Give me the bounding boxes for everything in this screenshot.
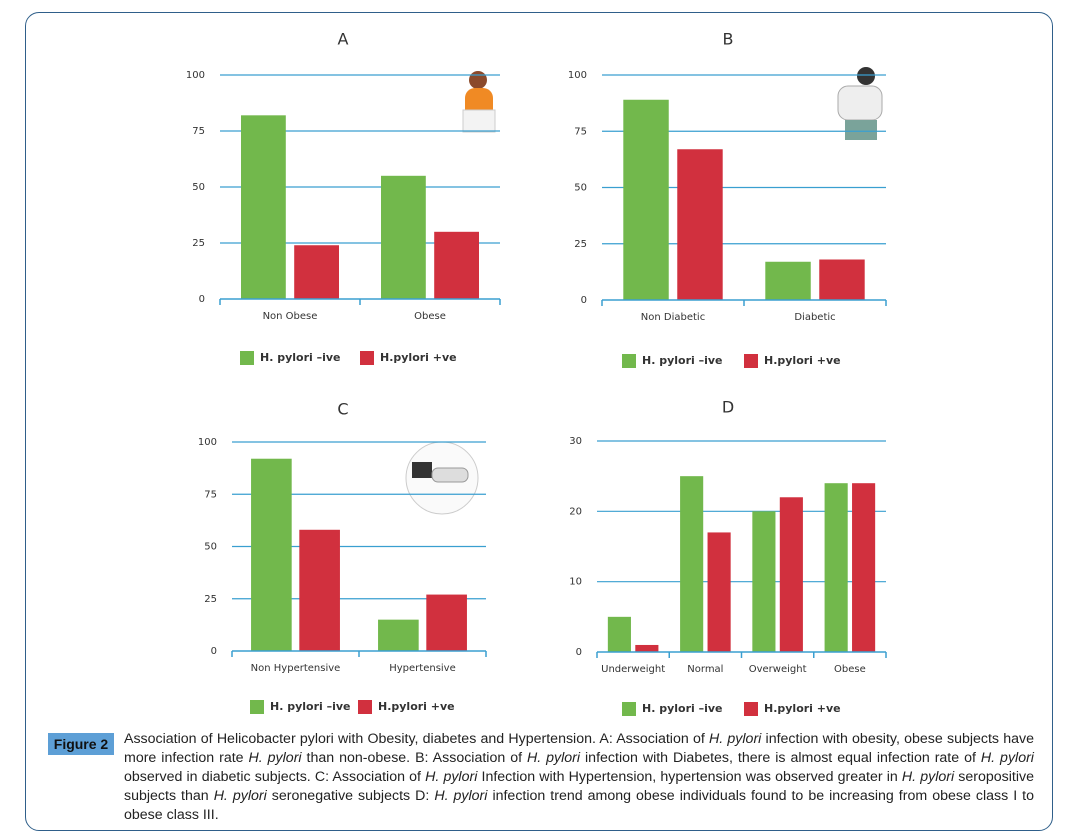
y-tick-label: 100: [186, 70, 205, 81]
caption-run: seropositive subjects than: [124, 769, 1034, 804]
icon-b: [837, 67, 883, 140]
y-tick-label: 25: [192, 238, 205, 249]
y-tick-label: 0: [211, 646, 217, 657]
caption-label: Figure 2: [48, 733, 114, 755]
chart-title: A: [338, 30, 349, 49]
caption-run: H. pylori: [709, 731, 762, 747]
caption-run: than non-obese. B: Association of: [301, 750, 527, 766]
legend-label: H. pylori –ive: [642, 702, 723, 715]
chart-title: C: [337, 400, 348, 419]
legend-swatch: [250, 700, 264, 714]
legend-swatch: [744, 354, 758, 368]
chart-title: B: [723, 30, 734, 49]
bar: [434, 231, 479, 299]
x-tick-label: Overweight: [749, 664, 807, 675]
bar: [765, 261, 811, 300]
y-tick-label: 20: [569, 506, 582, 517]
y-tick-label: 25: [574, 239, 587, 250]
legend-label: H. pylori –ive: [270, 700, 351, 713]
bar: [677, 149, 723, 300]
x-tick-label: Obese: [834, 664, 866, 675]
caption-run: infection trend among obese individuals …: [124, 788, 1034, 823]
y-tick-label: 100: [198, 437, 217, 448]
bar: [251, 458, 292, 651]
y-tick-label: 10: [569, 577, 582, 588]
caption-text: Association of Helicobacter pylori with …: [124, 730, 1034, 825]
caption-run: observed in diabetic subjects. C: Associ…: [124, 769, 426, 785]
bar: [680, 476, 704, 652]
y-tick-label: 100: [568, 70, 587, 81]
bar: [635, 644, 659, 652]
legend-swatch: [240, 351, 254, 365]
bar: [241, 115, 286, 299]
y-tick-label: 30: [569, 436, 582, 447]
caption-run: Association of Helicobacter pylori with …: [124, 731, 710, 747]
icon-c: [405, 441, 479, 515]
y-tick-label: 50: [192, 182, 205, 193]
y-tick-label: 0: [581, 295, 587, 306]
bar: [607, 616, 631, 652]
y-tick-label: 50: [574, 183, 587, 194]
bar: [707, 532, 731, 652]
bar: [294, 245, 339, 299]
y-tick-label: 75: [574, 126, 587, 137]
caption-run: H. pylori: [527, 750, 581, 766]
legend-swatch: [622, 354, 636, 368]
bar: [426, 594, 467, 651]
bar: [752, 511, 776, 652]
caption-run: H. pylori: [980, 750, 1034, 766]
legend-label: H. pylori –ive: [642, 354, 723, 367]
bar: [381, 175, 426, 299]
x-tick-label: Normal: [687, 664, 723, 675]
y-tick-label: 0: [199, 294, 205, 305]
y-tick-label: 50: [204, 542, 217, 553]
bar: [824, 483, 848, 652]
x-tick-label: Underweight: [601, 664, 665, 675]
legend-label: H. pylori –ive: [260, 351, 341, 364]
y-tick-label: 0: [576, 647, 582, 658]
caption-run: H. pylori: [901, 769, 955, 785]
legend-swatch: [622, 702, 636, 716]
caption-run: H. pylori: [248, 750, 302, 766]
x-tick-label: Non Diabetic: [641, 312, 705, 323]
legend-swatch: [744, 702, 758, 716]
x-tick-label: Non Obese: [263, 311, 318, 322]
y-tick-label: 75: [192, 126, 205, 137]
caption-run: seronegative subjects D:: [266, 788, 435, 804]
legend-label: H.pylori +ve: [764, 354, 841, 367]
caption-run: H. pylori: [213, 788, 267, 804]
x-tick-label: Non Hypertensive: [251, 663, 341, 674]
y-tick-label: 75: [204, 489, 217, 500]
caption-run: H. pylori: [425, 769, 478, 785]
legend-label: H.pylori +ve: [378, 700, 455, 713]
caption-run: Infection with Hypertension, hypertensio…: [477, 769, 902, 785]
legend-label: H.pylori +ve: [380, 351, 457, 364]
caption-run: infection with Diabetes, there is almost…: [580, 750, 981, 766]
bar: [819, 259, 865, 300]
figure-frame: [25, 12, 1053, 831]
bar: [852, 483, 876, 652]
legend-swatch: [360, 351, 374, 365]
y-tick-label: 25: [204, 594, 217, 605]
bar: [299, 529, 340, 651]
bar: [378, 619, 419, 651]
icon-a: [462, 71, 496, 133]
x-tick-label: Hypertensive: [389, 663, 456, 674]
x-tick-label: Obese: [414, 311, 446, 322]
bar: [623, 99, 669, 300]
bar: [779, 497, 803, 652]
caption-run: H. pylori: [434, 788, 488, 804]
x-tick-label: Diabetic: [794, 312, 835, 323]
legend-swatch: [358, 700, 372, 714]
legend-label: H.pylori +ve: [764, 702, 841, 715]
chart-title: D: [722, 398, 734, 417]
caption-run: infection with obesity, obese subjects h…: [124, 731, 1034, 766]
